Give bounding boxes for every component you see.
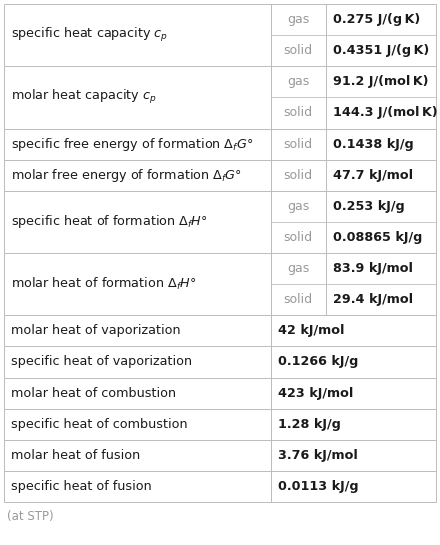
Text: specific heat of combustion: specific heat of combustion bbox=[11, 417, 187, 431]
Text: specific heat of formation $\Delta_f H°$: specific heat of formation $\Delta_f H°$ bbox=[11, 214, 208, 231]
Text: molar free energy of formation $\Delta_f G°$: molar free energy of formation $\Delta_f… bbox=[11, 167, 242, 184]
Text: 0.275 J/(g K): 0.275 J/(g K) bbox=[333, 13, 420, 26]
Text: 0.0113 kJ/g: 0.0113 kJ/g bbox=[278, 480, 358, 493]
Text: 0.4351 J/(g K): 0.4351 J/(g K) bbox=[333, 44, 429, 57]
Text: solid: solid bbox=[283, 44, 313, 57]
Text: (at STP): (at STP) bbox=[7, 510, 54, 523]
Text: 29.4 kJ/mol: 29.4 kJ/mol bbox=[333, 293, 413, 306]
Text: gas: gas bbox=[287, 262, 309, 275]
Text: molar heat of formation $\Delta_f H°$: molar heat of formation $\Delta_f H°$ bbox=[11, 276, 196, 292]
Text: solid: solid bbox=[283, 137, 313, 150]
Text: gas: gas bbox=[287, 75, 309, 88]
Text: 83.9 kJ/mol: 83.9 kJ/mol bbox=[333, 262, 413, 275]
Text: molar heat of combustion: molar heat of combustion bbox=[11, 386, 176, 399]
Text: solid: solid bbox=[283, 106, 313, 119]
Text: 0.1438 kJ/g: 0.1438 kJ/g bbox=[333, 137, 413, 150]
Text: specific heat capacity $c_p$: specific heat capacity $c_p$ bbox=[11, 26, 168, 44]
Text: molar heat capacity $c_p$: molar heat capacity $c_p$ bbox=[11, 88, 157, 106]
Text: specific free energy of formation $\Delta_f G°$: specific free energy of formation $\Delt… bbox=[11, 136, 253, 153]
Text: specific heat of fusion: specific heat of fusion bbox=[11, 480, 152, 493]
Text: molar heat of vaporization: molar heat of vaporization bbox=[11, 324, 181, 337]
Text: 91.2 J/(mol K): 91.2 J/(mol K) bbox=[333, 75, 428, 88]
Text: 0.08865 kJ/g: 0.08865 kJ/g bbox=[333, 231, 422, 244]
Text: solid: solid bbox=[283, 169, 313, 181]
Text: 47.7 kJ/mol: 47.7 kJ/mol bbox=[333, 169, 413, 181]
Text: 423 kJ/mol: 423 kJ/mol bbox=[278, 386, 353, 399]
Text: gas: gas bbox=[287, 13, 309, 26]
Text: solid: solid bbox=[283, 231, 313, 244]
Text: solid: solid bbox=[283, 293, 313, 306]
Text: 144.3 J/(mol K): 144.3 J/(mol K) bbox=[333, 106, 437, 119]
Text: 0.1266 kJ/g: 0.1266 kJ/g bbox=[278, 355, 358, 368]
Text: 0.253 kJ/g: 0.253 kJ/g bbox=[333, 200, 404, 213]
Text: gas: gas bbox=[287, 200, 309, 213]
Text: molar heat of fusion: molar heat of fusion bbox=[11, 449, 140, 462]
Text: 1.28 kJ/g: 1.28 kJ/g bbox=[278, 417, 341, 431]
Text: 42 kJ/mol: 42 kJ/mol bbox=[278, 324, 344, 337]
Text: specific heat of vaporization: specific heat of vaporization bbox=[11, 355, 192, 368]
Text: 3.76 kJ/mol: 3.76 kJ/mol bbox=[278, 449, 357, 462]
